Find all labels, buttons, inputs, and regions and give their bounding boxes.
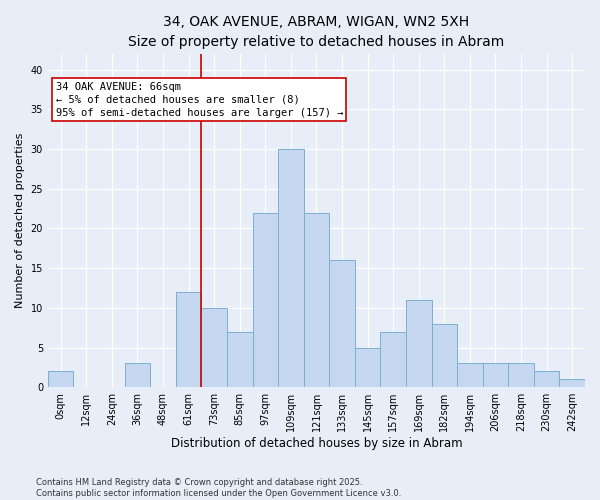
Bar [227, 332, 253, 387]
Title: 34, OAK AVENUE, ABRAM, WIGAN, WN2 5XH
Size of property relative to detached hous: 34, OAK AVENUE, ABRAM, WIGAN, WN2 5XH Si… [128, 15, 505, 48]
Bar [482, 364, 508, 387]
Bar [534, 372, 559, 387]
Bar [457, 364, 482, 387]
Bar [406, 300, 431, 387]
Bar [278, 149, 304, 387]
Text: 34 OAK AVENUE: 66sqm
← 5% of detached houses are smaller (8)
95% of semi-detache: 34 OAK AVENUE: 66sqm ← 5% of detached ho… [56, 82, 343, 118]
Bar [304, 212, 329, 387]
Bar [202, 308, 227, 387]
Bar [329, 260, 355, 387]
Bar [176, 292, 202, 387]
Y-axis label: Number of detached properties: Number of detached properties [15, 133, 25, 308]
Bar [125, 364, 150, 387]
Bar [253, 212, 278, 387]
X-axis label: Distribution of detached houses by size in Abram: Distribution of detached houses by size … [170, 437, 462, 450]
Bar [355, 348, 380, 387]
Bar [380, 332, 406, 387]
Bar [508, 364, 534, 387]
Bar [431, 324, 457, 387]
Text: Contains HM Land Registry data © Crown copyright and database right 2025.
Contai: Contains HM Land Registry data © Crown c… [36, 478, 401, 498]
Bar [559, 380, 585, 387]
Bar [48, 372, 73, 387]
